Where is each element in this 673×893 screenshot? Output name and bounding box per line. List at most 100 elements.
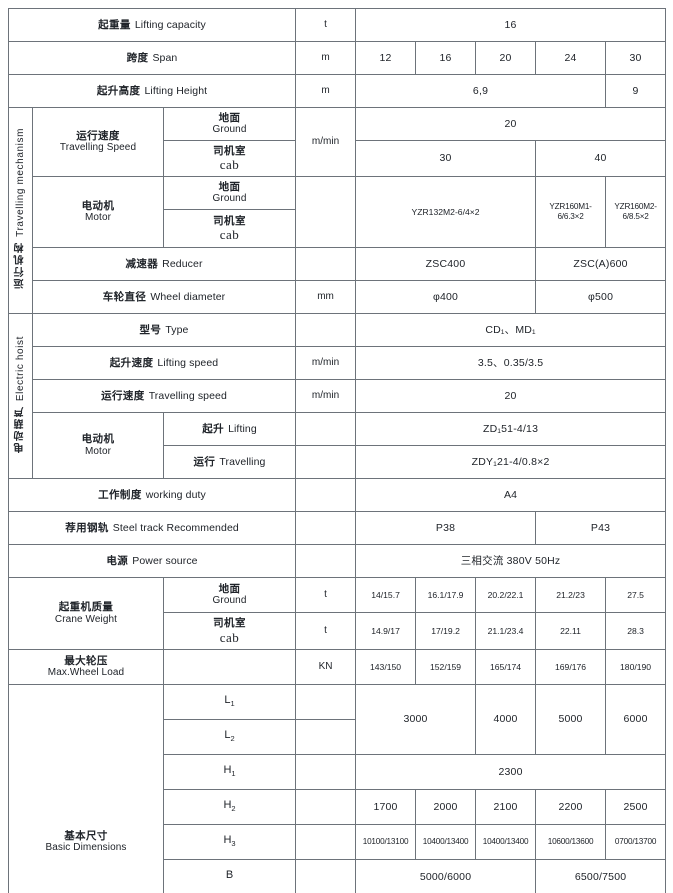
unit-cell-empty — [295, 789, 357, 825]
unit-cell-empty — [295, 412, 357, 446]
label-cn: 电动机 — [81, 199, 115, 212]
sub-label-cn: 起升 — [202, 422, 225, 435]
unit-cell-empty — [295, 478, 357, 512]
sub-label-en: Ground — [212, 193, 247, 205]
sub-label-ground: 地面 Ground — [162, 107, 297, 141]
value-dim-l-2: 4000 — [475, 684, 537, 755]
dim-symbol-h3: H3 — [162, 824, 297, 860]
value-travelling-motor-b: YZR160M1-6/6.3×2 — [535, 176, 607, 248]
label-cn: 电动机 — [81, 433, 115, 446]
label-cn: 跨度 — [126, 51, 149, 64]
table-row-lifting-capacity: 起重量 Lifting capacity t 16 — [7, 8, 667, 42]
sub-label-en: Ground — [212, 124, 247, 136]
dim-symbol-l1: L1 — [162, 684, 297, 720]
label-en: Wheel diameter — [150, 290, 226, 303]
label-en: Lifting Height — [144, 84, 208, 97]
label-en: Max.Wheel Load — [47, 667, 125, 679]
value-max-wheel-load-2: 152/159 — [415, 649, 477, 685]
value-dim-h2-4: 2200 — [535, 789, 607, 825]
sub-label-cn: 运行 — [193, 455, 216, 468]
value-max-wheel-load-1: 143/150 — [355, 649, 417, 685]
value-hoist-motor-lifting: ZD₁51-4/13 — [355, 412, 667, 446]
label-cn: 工作制度 — [98, 488, 142, 501]
unit-cell: m/min — [295, 379, 357, 413]
table-row-travelling-motor-cab: 司机室 cab — [9, 209, 666, 248]
unit-cell: m/min — [295, 346, 357, 380]
label-en: Motor — [84, 445, 112, 457]
row-label-max-wheel-load: 最大轮压 Max.Wheel Load — [8, 649, 164, 685]
sub-label-en: Travelling — [219, 455, 266, 468]
row-label-reducer: 减速器 Reducer — [31, 247, 297, 281]
value-max-wheel-load-4: 169/176 — [535, 649, 607, 685]
row-label-hoist-lifting-speed: 起升速度 Lifting speed — [31, 346, 297, 380]
unit-cell: t — [295, 577, 357, 613]
sub-label-cab: 司机室 cab — [162, 140, 297, 177]
dim-subscript: 1 — [230, 699, 235, 709]
crane-specification-table: 起重量 Lifting capacity t 16 跨度 Span m 12 16 … — [7, 8, 667, 893]
label-en: Lifting capacity — [134, 18, 206, 31]
group-label-en: Travelling mechanism — [14, 128, 26, 238]
label-en: Reducer — [162, 257, 203, 270]
sub-label-cn: 司机室 — [213, 617, 246, 630]
group-label-en: Basic Dimensions — [45, 842, 127, 854]
group-label-basic-dimensions: 基本尺寸 Basic Dimensions — [8, 684, 164, 893]
unit-cell: mm — [295, 280, 357, 314]
table-row-travelling-speed-ground: 运行机构 Travelling mechanism 运行速度 Travellin… — [8, 107, 667, 314]
dim-subscript: 2 — [231, 804, 236, 814]
unit-cell-empty — [295, 824, 357, 860]
table-row-working-duty: 工作制度 working duty A4 — [7, 478, 667, 512]
label-cn: 荐用钢轨 — [65, 521, 109, 534]
value-dim-h3-3: 10400/13400 — [475, 824, 537, 860]
label-cn: 减速器 — [125, 257, 159, 270]
table-row-hoist-lifting-speed: 起升速度 Lifting speed m/min 3.5、0.35/3.5 — [9, 346, 667, 380]
value-dim-b-right: 6500/7500 — [535, 859, 667, 893]
value-dim-h2-5: 2500 — [605, 789, 667, 825]
dim-subscript: 1 — [231, 769, 236, 779]
row-label-lifting-capacity: 起重量 Lifting capacity — [7, 8, 297, 42]
value-span-5: 30 — [605, 41, 667, 75]
label-en: Power source — [132, 554, 198, 567]
sub-label-en: cab — [219, 157, 240, 172]
label-en: Span — [152, 51, 178, 64]
value-span-2: 16 — [415, 41, 477, 75]
dim-letter: H — [223, 799, 232, 812]
value-max-wheel-load-5: 180/190 — [605, 649, 667, 685]
sub-label-empty — [162, 649, 297, 685]
dim-symbol-l2: L2 — [162, 719, 297, 755]
table-row-hoist-type: 电动葫芦 Electric hoist 型号 Type CD₁、MD₁ — [8, 313, 667, 479]
unit-cell: m/min — [295, 107, 357, 177]
group-label-cn: 基本尺寸 — [64, 829, 108, 842]
value-travelling-speed-cab-left: 30 — [355, 140, 537, 177]
sub-label-ground: 地面 Ground — [162, 176, 297, 210]
value-dim-h3-4: 10600/13600 — [535, 824, 607, 860]
unit-cell-empty — [295, 544, 357, 578]
value-dim-h2-2: 2000 — [415, 789, 477, 825]
value-dim-h3-2: 10400/13400 — [415, 824, 477, 860]
unit-cell-empty — [295, 247, 357, 281]
value-hoist-motor-travelling: ZDY₁21-4/0.8×2 — [355, 445, 667, 479]
unit-cell-empty — [295, 313, 357, 347]
unit-cell-empty — [295, 176, 357, 248]
group-label-electric-hoist: 电动葫芦 Electric hoist — [8, 313, 33, 479]
sub-label-cn: 地面 — [218, 180, 241, 193]
value-hoist-type: CD₁、MD₁ — [355, 313, 667, 347]
value-crane-weight-cab-4: 22.11 — [535, 612, 607, 650]
label-cn: 最大轮压 — [64, 654, 108, 667]
value-span-3: 20 — [475, 41, 537, 75]
value-reducer-right: ZSC(A)600 — [535, 247, 667, 281]
group-label-en: Electric hoist — [14, 335, 26, 401]
value-wheel-diameter-right: φ500 — [535, 280, 667, 314]
dim-symbol-h1: H1 — [162, 754, 297, 790]
table-row-wheel-diameter: 车轮直径 Wheel diameter mm φ400 φ500 — [9, 280, 667, 314]
label-en: Steel track Recommended — [112, 521, 239, 534]
unit-cell-empty — [295, 859, 357, 893]
value-crane-weight-ground-2: 16.1/17.9 — [415, 577, 477, 613]
row-label-hoist-type: 型号 Type — [31, 313, 297, 347]
unit-cell-empty — [295, 684, 357, 720]
label-en: working duty — [145, 488, 206, 501]
unit-cell-empty — [295, 445, 357, 479]
label-cn: 起升速度 — [109, 356, 154, 369]
label-en: Travelling Speed — [59, 142, 137, 154]
dim-symbol-h2: H2 — [162, 789, 297, 825]
table-row-reducer: 减速器 Reducer ZSC400 ZSC(A)600 — [9, 247, 667, 281]
